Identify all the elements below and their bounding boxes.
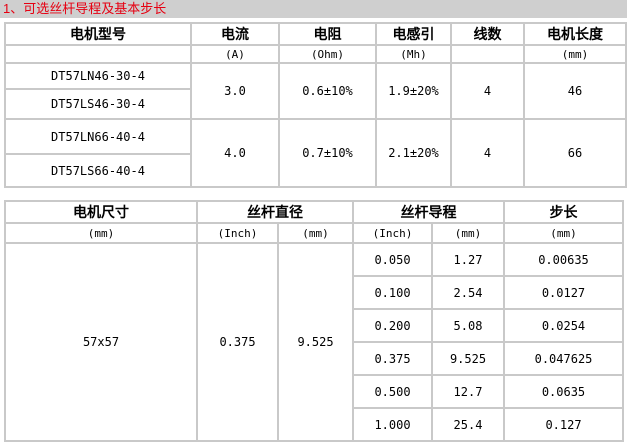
step-mm-cell: 0.0127 xyxy=(503,275,624,310)
header-screw-diameter: 丝杆直径 xyxy=(196,200,354,224)
inductance-cell: 2.1±20% xyxy=(375,118,452,188)
unit-resistance: (Ohm) xyxy=(278,44,377,64)
motor-model-cell: DT57LN46-30-4 xyxy=(4,62,192,90)
motor-model-cell: DT57LS46-30-4 xyxy=(4,88,192,120)
lead-mm-cell: 5.08 xyxy=(431,308,505,343)
motor-model-cell: DT57LN66-40-4 xyxy=(4,118,192,155)
lead-mm-cell: 2.54 xyxy=(431,275,505,310)
resistance-cell: 0.7±10% xyxy=(278,118,377,188)
table-row: 0.500 12.7 0.0635 xyxy=(5,374,624,409)
lead-inch-cell: 1.000 xyxy=(352,407,433,442)
lead-inch-cell: 0.500 xyxy=(352,374,433,409)
table-row: 0.375 9.525 0.047625 xyxy=(5,341,624,376)
unit-inductance: (Mh) xyxy=(375,44,452,64)
unit-diameter-mm: (mm) xyxy=(277,222,354,244)
table-row: 57x57 0.375 9.525 0.050 1.27 0.00635 xyxy=(4,242,624,442)
motor-model-cell: DT57LS66-40-4 xyxy=(4,153,192,188)
step-mm-cell: 0.127 xyxy=(503,407,624,442)
step-mm-cell: 0.0635 xyxy=(503,374,624,409)
lead-mm-cell: 25.4 xyxy=(431,407,505,442)
lead-inch-cell: 0.100 xyxy=(352,275,433,310)
lead-table-units-row: (mm) (Inch) (mm) (Inch) (mm) (mm) xyxy=(4,222,624,244)
inductance-cell: 1.9±20% xyxy=(375,62,452,120)
table-row: DT57LS66-40-4 xyxy=(4,153,626,188)
step-mm-cell: 0.00635 xyxy=(503,242,624,277)
wire-count-cell: 4 xyxy=(450,62,525,120)
unit-motor-length: (mm) xyxy=(523,44,627,64)
unit-lead-mm: (mm) xyxy=(431,222,505,244)
header-current: 电流 xyxy=(190,22,280,46)
step-mm-cell: 0.0254 xyxy=(503,308,624,343)
table-row: 0.200 5.08 0.0254 xyxy=(5,308,624,343)
motor-length-cell: 66 xyxy=(523,118,627,188)
unit-motor-model xyxy=(4,44,192,64)
table-row: DT57LN66-40-4 4.0 0.7±10% 2.1±20% 4 66 xyxy=(4,118,627,188)
unit-wire-count xyxy=(450,44,525,64)
motor-table-units-row: (A) (Ohm) (Mh) (mm) xyxy=(4,44,627,64)
unit-current: (A) xyxy=(190,44,280,64)
screw-lead-table: 电机尺寸 丝杆直径 丝杆导程 步长 (mm) (Inch) (mm) (Inch… xyxy=(4,200,624,442)
unit-lead-inch: (Inch) xyxy=(352,222,433,244)
section-title: 1、可选丝杆导程及基本步长 xyxy=(0,0,627,18)
header-motor-model: 电机型号 xyxy=(4,22,192,46)
table-row: DT57LN46-30-4 3.0 0.6±10% 1.9±20% 4 46 xyxy=(4,62,627,120)
step-mm-cell: 0.047625 xyxy=(503,341,624,376)
table-row: DT57LS46-30-4 xyxy=(4,88,626,120)
unit-step-mm: (mm) xyxy=(503,222,624,244)
table-row: 0.100 2.54 0.0127 xyxy=(5,275,624,310)
header-wire-count: 线数 xyxy=(450,22,525,46)
motor-size-cell: 57x57 xyxy=(4,242,198,442)
lead-inch-cell: 0.200 xyxy=(352,308,433,343)
unit-diameter-inch: (Inch) xyxy=(196,222,279,244)
table-row: 1.000 25.4 0.127 xyxy=(5,407,624,442)
header-motor-length: 电机长度 xyxy=(523,22,627,46)
current-cell: 3.0 xyxy=(190,62,280,120)
motor-spec-table: 电机型号 电流 电阻 电感引 线数 电机长度 (A) (Ohm) (Mh) (m… xyxy=(4,22,627,188)
wire-count-cell: 4 xyxy=(450,118,525,188)
header-motor-size: 电机尺寸 xyxy=(4,200,198,224)
motor-table-header-row: 电机型号 电流 电阻 电感引 线数 电机长度 xyxy=(4,22,627,46)
lead-inch-cell: 0.375 xyxy=(352,341,433,376)
unit-motor-size: (mm) xyxy=(4,222,198,244)
lead-mm-cell: 9.525 xyxy=(431,341,505,376)
header-resistance: 电阻 xyxy=(278,22,377,46)
header-screw-lead: 丝杆导程 xyxy=(352,200,505,224)
lead-table-header-row: 电机尺寸 丝杆直径 丝杆导程 步长 xyxy=(4,200,624,224)
diameter-inch-cell: 0.375 xyxy=(196,242,279,442)
resistance-cell: 0.6±10% xyxy=(278,62,377,120)
lead-mm-cell: 12.7 xyxy=(431,374,505,409)
header-step-length: 步长 xyxy=(503,200,624,224)
motor-length-cell: 46 xyxy=(523,62,627,120)
diameter-mm-cell: 9.525 xyxy=(277,242,354,442)
lead-mm-cell: 1.27 xyxy=(431,242,505,277)
current-cell: 4.0 xyxy=(190,118,280,188)
header-inductance: 电感引 xyxy=(375,22,452,46)
lead-inch-cell: 0.050 xyxy=(352,242,433,277)
